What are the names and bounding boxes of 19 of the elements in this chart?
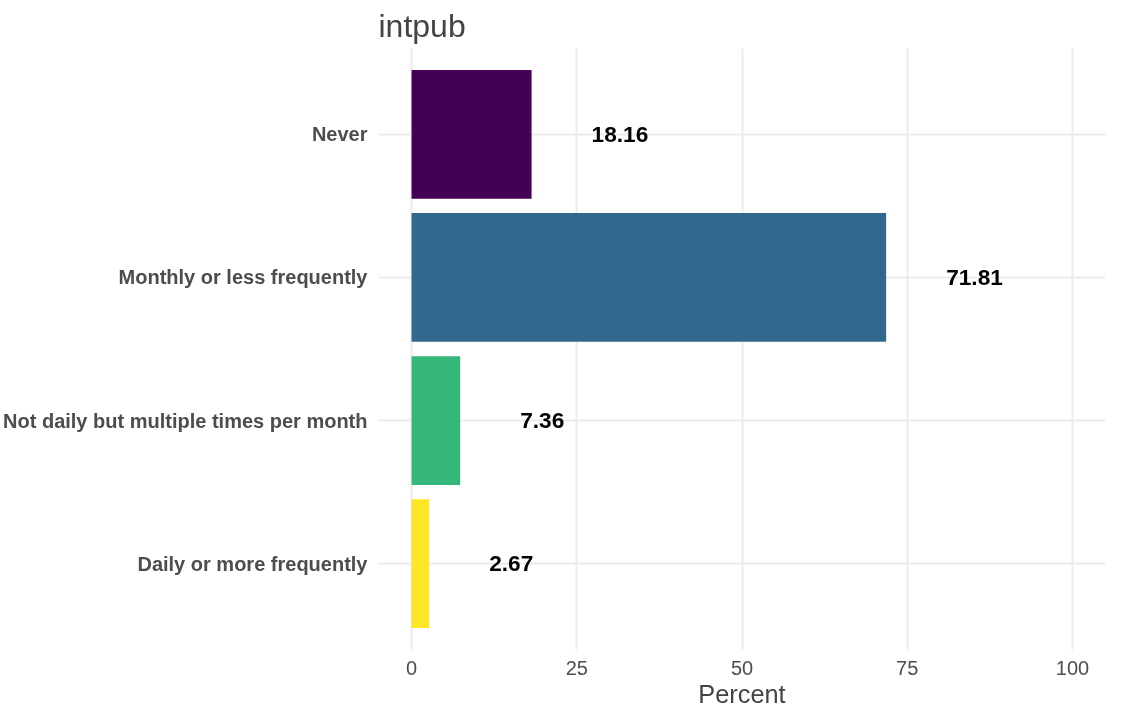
data-label: 18.16	[591, 120, 649, 147]
data-label: 71.81	[946, 263, 1003, 290]
bar	[411, 356, 461, 485]
y-tick-label: Never	[311, 123, 368, 146]
bar	[411, 213, 887, 342]
x-tick-label: 0	[405, 656, 418, 679]
x-tick-label: 100	[1055, 656, 1090, 679]
x-tick-label: 75	[896, 656, 919, 679]
y-tick-label: Not daily but multiple times per month	[3, 409, 368, 432]
bar	[411, 499, 430, 629]
x-tick-label: 50	[730, 656, 754, 679]
data-label: 2.67	[489, 550, 534, 577]
x-axis-title: Percent	[698, 679, 786, 708]
data-label: 7.36	[520, 407, 565, 434]
x-tick-label: 25	[565, 656, 588, 679]
chart-title: intpub	[378, 7, 466, 44]
y-tick-label: Daily or more frequently	[137, 552, 369, 575]
bar	[411, 69, 532, 199]
y-tick-label: Monthly or less frequently	[118, 266, 369, 289]
